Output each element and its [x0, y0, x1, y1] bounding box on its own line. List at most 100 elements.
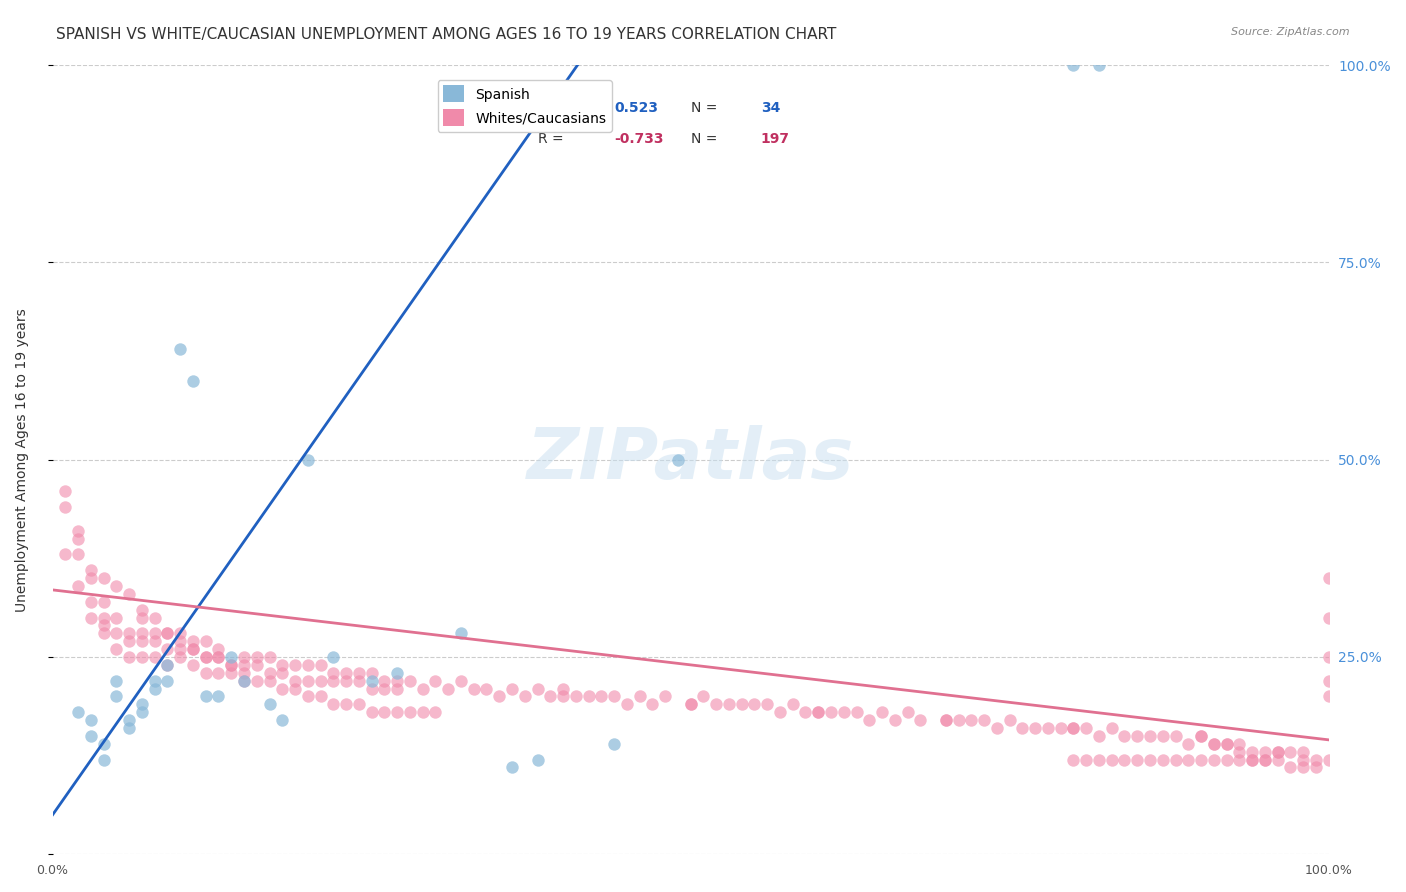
Point [246, 673, 269, 688]
Point [67, 532, 90, 546]
Point [1088, 729, 1111, 743]
Point [769, 705, 792, 719]
Point [1279, 745, 1302, 759]
Legend: Spanish, Whites/Caucasians: Spanish, Whites/Caucasians [437, 80, 612, 132]
Point [131, 634, 153, 648]
Point [93, 571, 115, 585]
Point [551, 681, 574, 696]
Point [1279, 760, 1302, 774]
Point [259, 665, 281, 680]
Point [322, 673, 344, 688]
Point [782, 698, 804, 712]
Point [1076, 721, 1098, 735]
Point [731, 698, 754, 712]
Text: 0.523: 0.523 [614, 101, 658, 114]
Point [80, 610, 103, 624]
Point [986, 721, 1008, 735]
Point [309, 690, 332, 704]
Point [105, 610, 128, 624]
Point [1076, 753, 1098, 767]
Point [271, 657, 294, 672]
Point [284, 673, 307, 688]
Point [1241, 753, 1264, 767]
Point [1062, 721, 1084, 735]
Point [67, 579, 90, 593]
Point [207, 690, 229, 704]
Point [360, 665, 382, 680]
Point [628, 690, 651, 704]
Point [67, 705, 90, 719]
Point [1036, 721, 1059, 735]
Point [322, 665, 344, 680]
Point [1254, 745, 1277, 759]
Point [1152, 729, 1174, 743]
Point [118, 650, 141, 665]
Point [666, 452, 689, 467]
Point [692, 690, 714, 704]
Point [181, 634, 204, 648]
Point [105, 642, 128, 657]
Text: 197: 197 [761, 132, 790, 146]
Point [1267, 753, 1289, 767]
Point [181, 642, 204, 657]
Point [565, 690, 588, 704]
Point [259, 673, 281, 688]
Point [67, 524, 90, 538]
Point [194, 650, 217, 665]
Point [1062, 721, 1084, 735]
Point [935, 713, 957, 727]
Text: -0.733: -0.733 [614, 132, 664, 146]
Point [870, 705, 893, 719]
Point [118, 634, 141, 648]
Point [143, 634, 166, 648]
Point [1139, 753, 1161, 767]
Point [883, 713, 905, 727]
Point [169, 642, 191, 657]
Point [1152, 753, 1174, 767]
Point [53, 484, 76, 499]
Point [1305, 760, 1327, 774]
Point [53, 500, 76, 514]
Point [131, 650, 153, 665]
Point [1227, 753, 1250, 767]
Point [373, 673, 395, 688]
Point [156, 642, 179, 657]
Point [360, 705, 382, 719]
Point [1062, 58, 1084, 72]
Point [744, 698, 766, 712]
Point [233, 665, 256, 680]
Point [1317, 673, 1340, 688]
Text: R =: R = [537, 101, 564, 114]
Point [194, 665, 217, 680]
Point [131, 698, 153, 712]
Point [1241, 745, 1264, 759]
Point [335, 673, 357, 688]
Point [385, 673, 408, 688]
Point [1227, 745, 1250, 759]
Point [219, 650, 242, 665]
Point [271, 681, 294, 696]
Point [1088, 58, 1111, 72]
Point [1267, 745, 1289, 759]
Point [309, 673, 332, 688]
Point [131, 705, 153, 719]
Point [1317, 571, 1340, 585]
Point [284, 681, 307, 696]
Point [1317, 690, 1340, 704]
Point [1317, 753, 1340, 767]
Point [513, 690, 536, 704]
Point [998, 713, 1021, 727]
Point [156, 657, 179, 672]
Point [450, 626, 472, 640]
Point [67, 548, 90, 562]
Point [603, 690, 626, 704]
Point [297, 452, 319, 467]
Point [1254, 753, 1277, 767]
Point [385, 681, 408, 696]
Point [93, 753, 115, 767]
Point [603, 737, 626, 751]
Point [1241, 753, 1264, 767]
Point [360, 673, 382, 688]
Point [385, 705, 408, 719]
Point [118, 626, 141, 640]
